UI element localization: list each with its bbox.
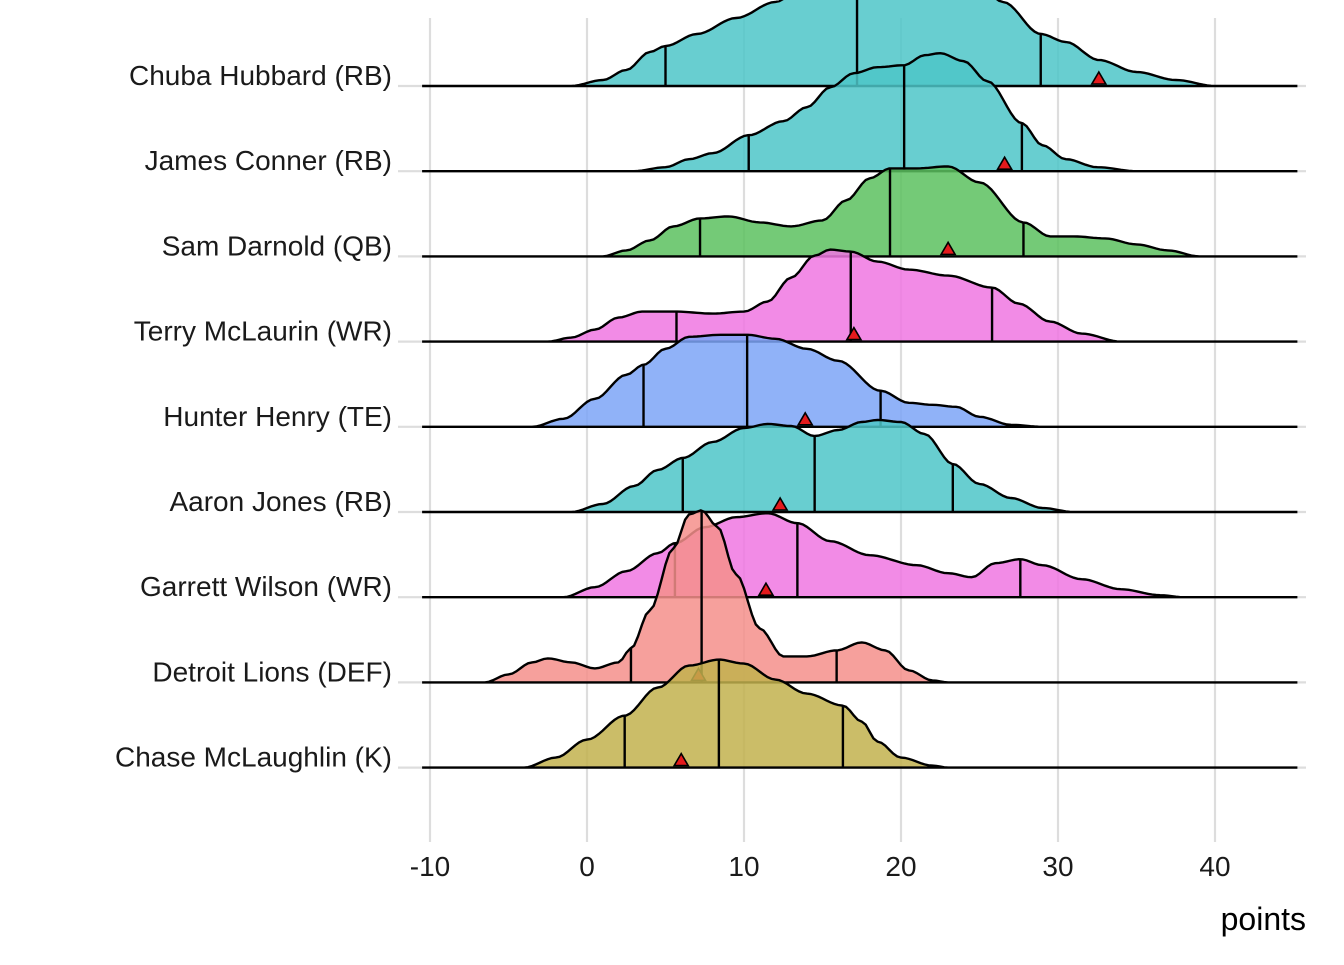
ridge-3 bbox=[422, 165, 1298, 258]
x-axis: -10 0 10 20 30 40 bbox=[410, 851, 1231, 882]
density-curve bbox=[422, 333, 1298, 428]
x-axis-title: points bbox=[1221, 901, 1306, 937]
player-label: Aaron Jones (RB) bbox=[169, 486, 392, 517]
x-tick-label: -10 bbox=[410, 851, 450, 882]
player-label: Terry McLaurin (WR) bbox=[134, 316, 392, 347]
ridges bbox=[422, 0, 1298, 769]
projection-marker bbox=[796, 411, 814, 426]
projection-marker bbox=[996, 155, 1014, 170]
ridge-6 bbox=[422, 418, 1298, 514]
player-label: James Conner (RB) bbox=[145, 145, 392, 176]
density-curve bbox=[422, 511, 1298, 599]
density-curve bbox=[422, 658, 1298, 769]
density-curve bbox=[422, 509, 1298, 684]
ridge-4 bbox=[422, 248, 1298, 343]
projection-marker bbox=[939, 240, 957, 256]
density-curve bbox=[422, 0, 1298, 88]
projection-marker bbox=[672, 752, 690, 767]
player-label: Garrett Wilson (WR) bbox=[140, 571, 392, 602]
player-label: Hunter Henry (TE) bbox=[163, 401, 392, 432]
player-labels: Chuba Hubbard (RB) James Conner (RB) Sam D… bbox=[115, 60, 392, 773]
density-curve bbox=[422, 51, 1298, 173]
ridge-1 bbox=[422, 0, 1298, 88]
ridge-2 bbox=[422, 51, 1298, 173]
projection-marker bbox=[771, 496, 789, 511]
x-tick-label: 30 bbox=[1042, 851, 1073, 882]
player-label: Chase McLaughlin (K) bbox=[115, 742, 392, 773]
density-curve bbox=[422, 165, 1298, 258]
projection-marker bbox=[845, 326, 863, 341]
x-tick-label: 10 bbox=[728, 851, 759, 882]
player-label: Sam Darnold (QB) bbox=[162, 230, 392, 261]
projection-marker bbox=[757, 581, 775, 597]
x-tick-label: 20 bbox=[885, 851, 916, 882]
ridge-5 bbox=[422, 333, 1298, 428]
x-tick-label: 0 bbox=[579, 851, 595, 882]
density-curve bbox=[422, 418, 1298, 514]
ridge-9 bbox=[422, 658, 1298, 769]
density-curve bbox=[422, 248, 1298, 343]
projection-marker bbox=[1090, 70, 1108, 85]
player-label: Detroit Lions (DEF) bbox=[152, 656, 392, 687]
ridge-7 bbox=[422, 511, 1298, 599]
x-tick-label: 40 bbox=[1199, 851, 1230, 882]
player-label: Chuba Hubbard (RB) bbox=[129, 60, 392, 91]
